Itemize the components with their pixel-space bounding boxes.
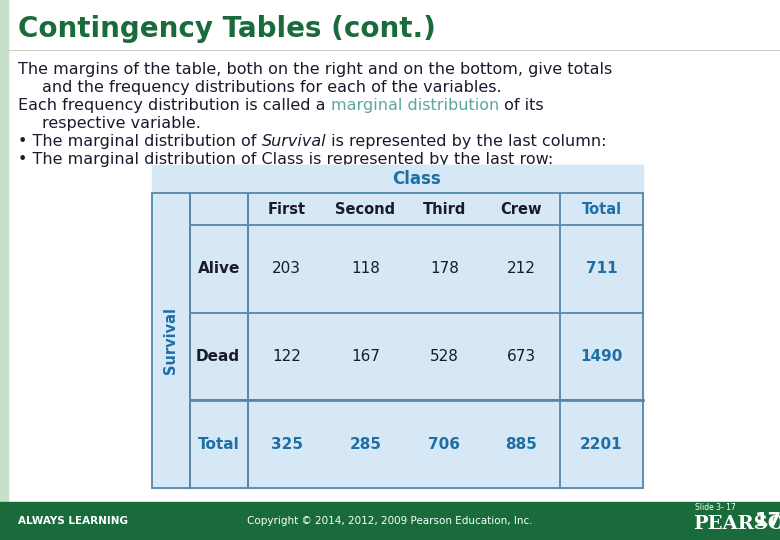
Text: 178: 178 [430,261,459,276]
Text: 1490: 1490 [580,349,622,364]
Bar [152,165,643,488]
Bar [248,193,643,488]
Text: Class: Class [392,170,441,188]
Text: 122: 122 [272,349,301,364]
Bar [190,193,248,488]
Text: 706: 706 [428,437,460,451]
Text: 885: 885 [505,437,537,451]
Text: • The marginal distribution of Class is represented by the last row:: • The marginal distribution of Class is … [18,152,553,167]
Text: and the frequency distributions for each of the variables.: and the frequency distributions for each… [42,80,502,95]
Text: Survival: Survival [261,134,326,149]
Text: 167: 167 [351,349,380,364]
Text: Alive: Alive [197,261,240,276]
Text: is represented by the last column:: is represented by the last column: [326,134,607,149]
Text: marginal distribution: marginal distribution [331,98,499,113]
Text: Total: Total [581,201,622,217]
Text: 325: 325 [271,437,303,451]
Bar [152,193,190,488]
Text: 17: 17 [754,511,780,530]
Text: • The marginal distribution of: • The marginal distribution of [18,134,261,149]
Bar [0,502,780,540]
Text: 212: 212 [507,261,536,276]
Text: 203: 203 [272,261,301,276]
Bar [190,165,643,193]
Text: Total: Total [198,437,240,451]
Text: Survival: Survival [164,307,179,374]
Text: 285: 285 [349,437,381,451]
Text: PEARSON: PEARSON [693,515,780,533]
Text: Third: Third [423,201,466,217]
Text: The margins of the table, both on the right and on the bottom, give totals: The margins of the table, both on the ri… [18,62,612,77]
Text: First: First [268,201,306,217]
Text: Each frequency distribution is called a: Each frequency distribution is called a [18,98,331,113]
Text: 711: 711 [586,261,617,276]
Text: Dead: Dead [196,349,240,364]
Text: Contingency Tables (cont.): Contingency Tables (cont.) [18,15,436,43]
Bar [0,0,8,540]
Text: 673: 673 [507,349,536,364]
Text: 118: 118 [351,261,380,276]
Text: 2201: 2201 [580,437,622,451]
Text: respective variable.: respective variable. [42,116,201,131]
Text: ALWAYS LEARNING: ALWAYS LEARNING [18,516,128,526]
Text: 528: 528 [430,349,459,364]
Text: Slide 3- 17: Slide 3- 17 [695,503,736,512]
Text: Copyright © 2014, 2012, 2009 Pearson Education, Inc.: Copyright © 2014, 2012, 2009 Pearson Edu… [247,516,533,526]
Text: of its: of its [499,98,544,113]
Text: Second: Second [335,201,395,217]
Text: Crew: Crew [501,201,542,217]
